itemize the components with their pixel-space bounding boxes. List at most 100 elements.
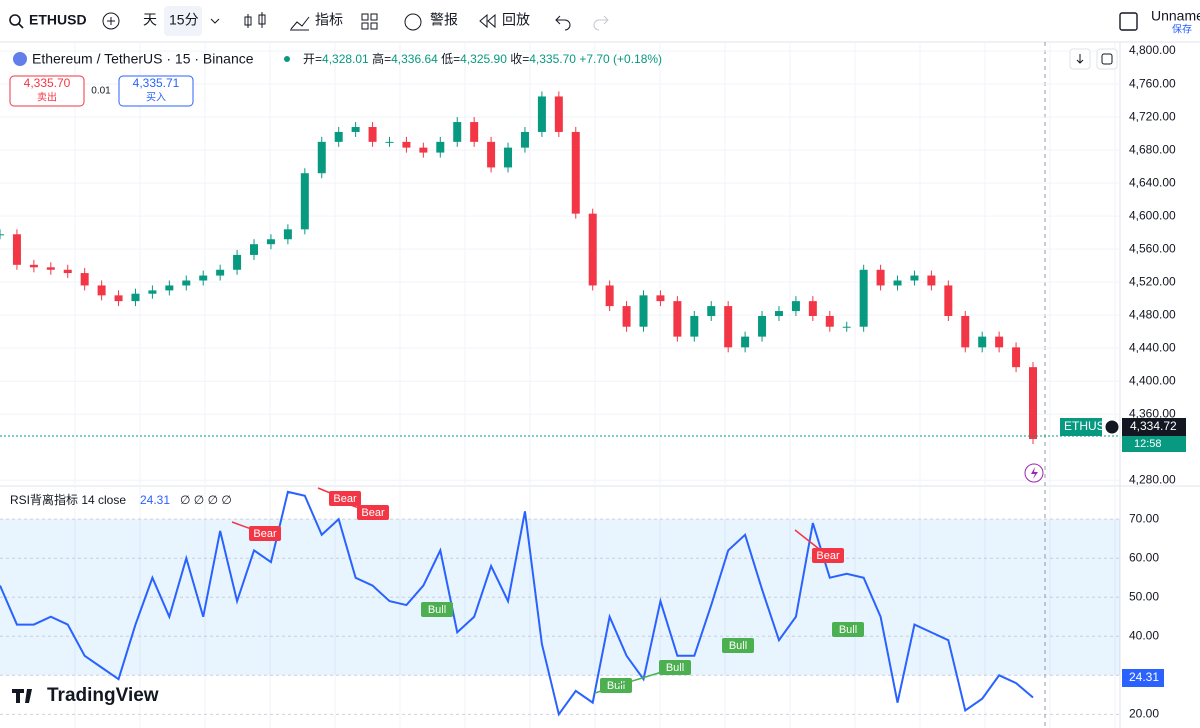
candle bbox=[622, 306, 631, 327]
y-tick-label: 50.00 bbox=[1129, 589, 1159, 603]
divergence-bg bbox=[329, 491, 361, 506]
interval-active[interactable] bbox=[164, 6, 202, 36]
ohlc-label: 高= bbox=[372, 51, 391, 66]
candle bbox=[250, 244, 259, 255]
candle bbox=[487, 141, 496, 168]
candle bbox=[131, 293, 140, 302]
y-tick-label: 4,600.00 bbox=[1129, 208, 1176, 222]
y-tick-label: 4,400.00 bbox=[1129, 373, 1176, 387]
divergence-bg bbox=[249, 526, 281, 541]
y-tick-label: 4,560.00 bbox=[1129, 241, 1176, 255]
candle bbox=[995, 336, 1004, 348]
rsi-tag: 24.31 bbox=[1129, 670, 1159, 684]
ohlc-label: 收= bbox=[510, 52, 529, 66]
candle bbox=[927, 275, 936, 286]
divergence-bg bbox=[421, 602, 453, 617]
y-tick-label: 4,720.00 bbox=[1129, 109, 1176, 123]
maximize[interactable] bbox=[1096, 48, 1118, 70]
sell-label[interactable]: 卖出 bbox=[37, 91, 57, 104]
indicators-icon[interactable] bbox=[290, 16, 310, 31]
chart-type[interactable] bbox=[244, 12, 266, 28]
candle bbox=[554, 96, 563, 132]
search-icon[interactable] bbox=[9, 14, 21, 26]
candle bbox=[80, 273, 89, 286]
sell-button[interactable] bbox=[9, 75, 85, 107]
candle bbox=[707, 306, 716, 316]
ohlc-label: 开= bbox=[303, 52, 322, 66]
candle bbox=[199, 275, 208, 281]
replay-icon[interactable] bbox=[479, 13, 496, 29]
indicators[interactable]: 指标 bbox=[315, 12, 343, 28]
divergence-label: Bear bbox=[816, 550, 840, 562]
event-icon bbox=[1031, 467, 1038, 479]
change: +7.70 (+0.18%) bbox=[579, 52, 662, 66]
candle bbox=[944, 285, 953, 316]
divergence-label: Bull bbox=[729, 640, 747, 652]
candle bbox=[656, 295, 665, 302]
symbol-logo bbox=[13, 52, 27, 66]
dropdown[interactable] bbox=[210, 18, 220, 24]
redo[interactable] bbox=[593, 15, 609, 31]
add-symbol bbox=[107, 17, 115, 25]
y-tick-label: 4,680.00 bbox=[1129, 142, 1176, 156]
divergence-label: Bull bbox=[839, 624, 857, 636]
ohlc-value: 4,335.70 bbox=[529, 52, 576, 66]
buy-price[interactable]: 4,335.71 bbox=[133, 76, 180, 90]
templates[interactable] bbox=[361, 13, 378, 30]
y-tick-label: 4,440.00 bbox=[1129, 340, 1176, 354]
rsi-tag-bg bbox=[1122, 669, 1164, 687]
candle bbox=[758, 315, 767, 337]
candle bbox=[266, 239, 275, 245]
candle bbox=[1012, 347, 1021, 368]
candle bbox=[317, 141, 326, 174]
countdown: 12:58 bbox=[1134, 438, 1162, 450]
scroll-down bbox=[1076, 54, 1084, 64]
y-tick-label: 60.00 bbox=[1129, 550, 1159, 564]
candle bbox=[504, 147, 513, 168]
candle bbox=[283, 229, 292, 240]
alert-icon[interactable] bbox=[404, 13, 422, 31]
undo[interactable] bbox=[555, 15, 571, 31]
y-tick-label: 4,640.00 bbox=[1129, 175, 1176, 189]
y-tick-label: 4,360.00 bbox=[1129, 406, 1176, 420]
candle bbox=[216, 269, 225, 276]
y-tick-label: 4,480.00 bbox=[1129, 307, 1176, 321]
candle bbox=[334, 131, 343, 142]
candle bbox=[639, 295, 648, 327]
divergence-label: Bull bbox=[428, 604, 446, 616]
candle bbox=[910, 275, 919, 281]
candle bbox=[182, 280, 191, 286]
candle bbox=[893, 280, 902, 286]
layout-icon[interactable] bbox=[1119, 12, 1138, 31]
candle bbox=[165, 285, 174, 291]
y-tick-label: 4,280.00 bbox=[1129, 472, 1176, 486]
tag-symbol: ETHUSD bbox=[1064, 419, 1114, 433]
divergence-bg bbox=[812, 548, 844, 563]
divergence-label: Bear bbox=[333, 493, 357, 505]
sell-price[interactable]: 4,335.70 bbox=[24, 76, 71, 90]
interval-day[interactable]: 天 bbox=[143, 12, 157, 28]
candle bbox=[0, 234, 4, 236]
interval[interactable]: 15分 bbox=[169, 12, 199, 28]
save[interactable]: 保存 bbox=[1172, 23, 1192, 36]
layout-name[interactable]: Unname bbox=[1151, 8, 1200, 24]
replay[interactable]: 回放 bbox=[502, 12, 530, 28]
symbol[interactable]: ETHUSD bbox=[29, 12, 87, 28]
candle bbox=[808, 301, 817, 316]
candle bbox=[300, 173, 309, 230]
price-tag: 4,334.72 bbox=[1130, 419, 1177, 433]
divergence-label: Bull bbox=[666, 662, 684, 674]
alerts[interactable]: 警报 bbox=[430, 12, 458, 28]
candle bbox=[859, 269, 868, 327]
candle bbox=[842, 326, 851, 328]
candle bbox=[453, 122, 462, 142]
toolbar: ETHUSD 天 15分 指标 警报 回放 Unname 保存 bbox=[0, 0, 1200, 43]
add-alert[interactable] bbox=[1104, 419, 1120, 435]
ohlc-value: 4,336.64 bbox=[391, 52, 438, 66]
ohlc-value: 4,328.01 bbox=[322, 52, 369, 66]
candle bbox=[351, 127, 360, 132]
buy-button[interactable] bbox=[118, 75, 194, 107]
add-symbol[interactable] bbox=[102, 12, 120, 30]
buy-label[interactable]: 买入 bbox=[146, 92, 166, 104]
spread: 0.01 bbox=[91, 86, 111, 97]
